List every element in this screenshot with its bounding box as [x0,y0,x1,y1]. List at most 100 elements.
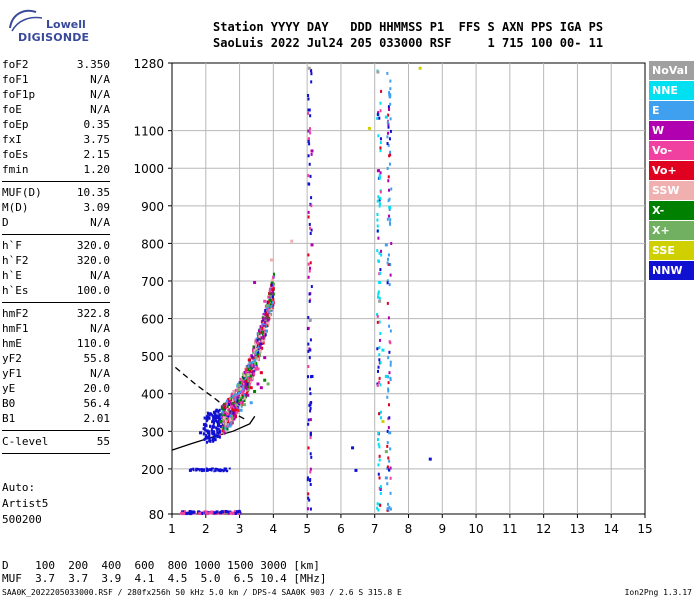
param-value: 2.15 [83,148,111,161]
interference-point [387,426,390,430]
param-row: foF2 3.350 [2,58,110,73]
echo-point [208,413,211,417]
interference-point [307,139,310,143]
x-tick-label: 9 [438,522,446,536]
interference-point [389,222,392,226]
echo-point [261,322,264,326]
echo-point [262,335,265,339]
echo-point [261,339,264,343]
es-echo-point [196,468,199,471]
echo-point [218,418,221,422]
x-tick-label: 8 [405,522,413,536]
echo-point [214,438,217,442]
es-echo-point [218,470,221,473]
echo-point [259,349,262,353]
interference-point [307,349,310,353]
param-value: 320.0 [76,239,110,252]
interference-point [378,174,381,178]
echo-point [251,378,254,382]
echo-point [270,307,273,311]
echo-point [251,373,254,377]
echo-point [242,397,245,401]
echo-point [229,424,232,428]
interference-point [309,418,312,422]
interference-point [309,452,312,456]
y-tick-label: 700 [141,275,164,289]
echo-point [247,379,250,383]
echo-point [211,429,214,433]
series-point [249,386,253,390]
echo-point [208,439,211,443]
param-name: foEp [2,118,29,131]
interference-point [386,257,389,261]
series-point [259,371,263,375]
y-tick-label: 1280 [133,57,164,71]
echo-point [252,364,255,368]
echo-point [224,422,227,426]
interference-point [308,292,311,296]
interference-point [386,121,389,125]
echo-point [229,405,232,409]
interference-point [378,296,381,300]
echo-point [213,410,216,414]
echo-point [232,406,235,410]
low-echo-point [237,511,241,515]
series-point [259,386,263,390]
echo-point [263,322,266,326]
echo-point [259,325,262,329]
interference-point [388,107,391,111]
echo-point [211,413,214,417]
echo-point [251,361,254,365]
interference-point [307,111,310,115]
echo-point [249,378,252,382]
interference-point [376,169,379,173]
es-echo-point [203,469,206,472]
echo-point [256,352,259,356]
interference-point [387,143,390,147]
echo-point [268,313,271,317]
echo-point [243,394,246,398]
x-tick-label: 1 [168,522,176,536]
param-row: h`E N/A [2,269,110,284]
echo-point [225,425,228,429]
interference-point [376,249,379,253]
echo-point [236,399,239,403]
echo-point [202,432,205,436]
echo-point [219,430,222,434]
es-echo-point [219,470,222,473]
echo-point [246,385,249,389]
series-point [388,431,392,435]
series-point [263,299,267,303]
echo-point [257,332,260,336]
interference-point [386,279,389,283]
series-point [263,356,267,360]
x-tick-label: 7 [371,522,379,536]
echo-point [202,427,205,431]
interference-point [390,187,393,191]
echo-point [265,329,268,333]
echo-point [244,395,247,399]
series-point [428,457,432,461]
series-point [266,318,270,322]
interference-point [310,72,313,76]
echo-point [269,294,272,298]
chart-grid [168,62,646,518]
interference-point [310,204,313,208]
echo-point [238,384,241,388]
interference-point [389,129,392,133]
param-row: M(D) 3.09 [2,201,110,216]
series-point [388,205,392,209]
interference-point [309,482,312,486]
param-value: N/A [90,103,110,116]
echo-point [264,322,267,326]
series-point [205,429,209,433]
series-point [222,416,226,420]
echo-point [211,420,214,424]
interference-point [388,324,391,328]
echo-point [222,406,225,410]
echo-point [248,376,251,380]
interference-point [389,329,392,333]
interference-point [389,273,392,277]
echo-point [227,403,230,407]
low-echo-point [210,511,214,515]
